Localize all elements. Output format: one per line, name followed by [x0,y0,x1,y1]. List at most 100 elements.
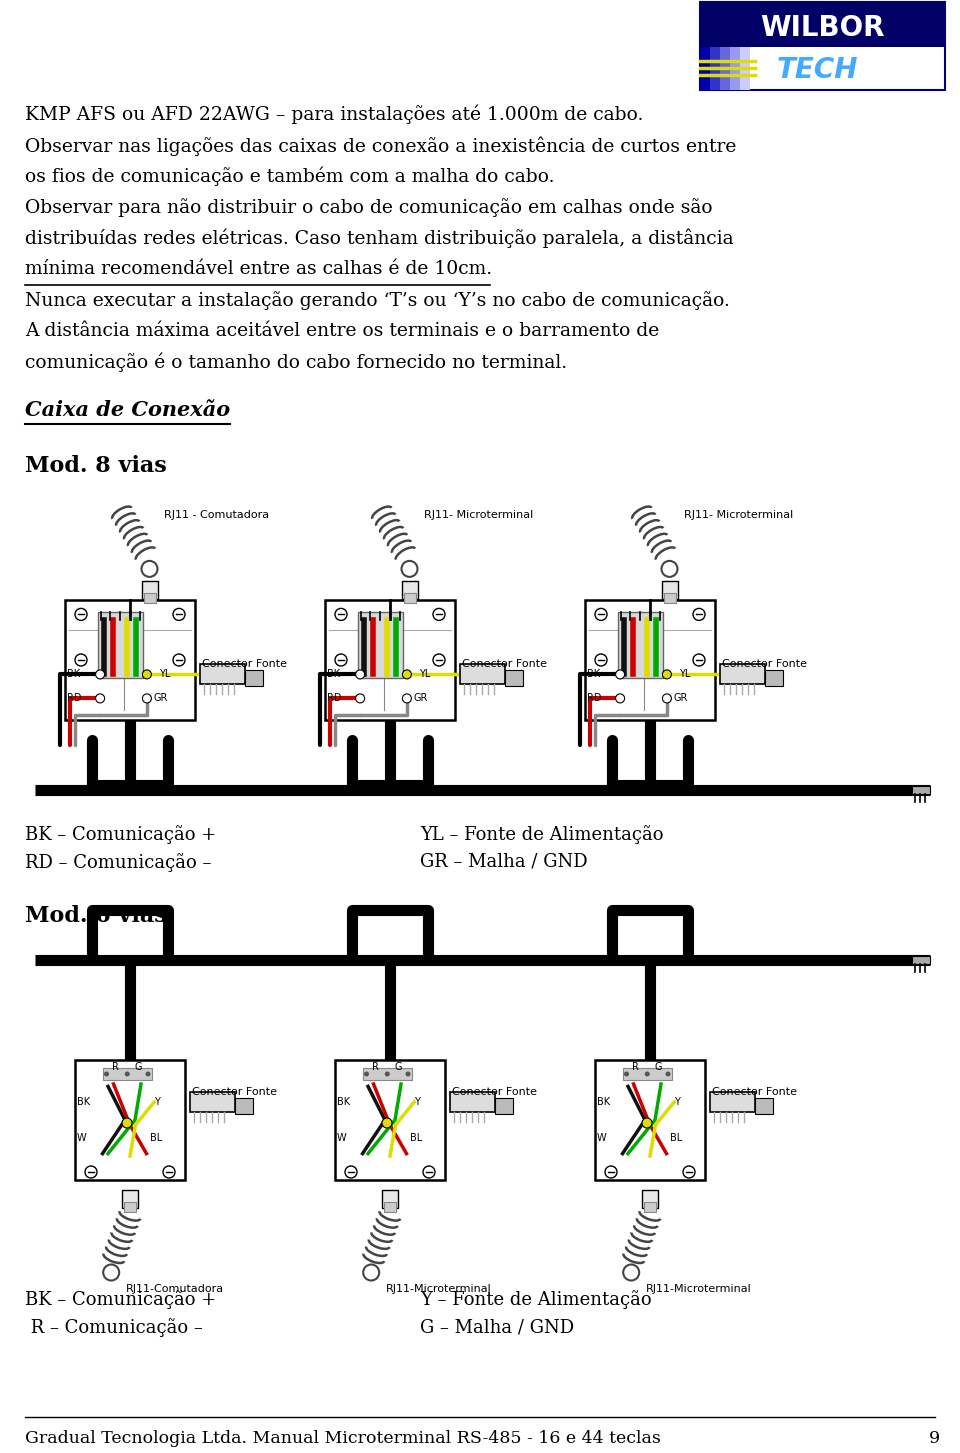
Circle shape [683,1165,695,1178]
Bar [700,46,710,90]
Bar [912,786,930,793]
Circle shape [433,654,445,665]
Bar [730,46,740,90]
Text: YL – Fonte de Alimentação: YL – Fonte de Alimentação [420,825,663,844]
Text: BL: BL [670,1133,682,1144]
Bar [617,612,663,679]
Text: RD – Comunicação –: RD – Comunicação – [25,853,211,872]
Text: G: G [395,1062,402,1072]
Bar [401,581,418,599]
Text: BK – Comunicação +: BK – Comunicação + [25,1290,216,1309]
Circle shape [405,1071,411,1077]
Text: Y: Y [414,1097,420,1107]
Text: W: W [597,1133,607,1144]
Circle shape [96,695,105,703]
Circle shape [615,670,625,679]
Circle shape [163,1165,175,1178]
Bar [700,1,945,46]
Text: BK – Comunicação +: BK – Comunicação + [25,825,216,844]
Text: GR – Malha / GND: GR – Malha / GND [420,853,588,870]
Text: RJ11-Comutadora: RJ11-Comutadora [126,1284,225,1295]
Text: KMP AFS ou AFD 22AWG – para instalações até 1.000m de cabo.: KMP AFS ou AFD 22AWG – para instalações … [25,105,643,125]
Text: Mod. 8 vias: Mod. 8 vias [25,455,167,477]
Bar [505,670,523,686]
Bar [700,1,945,90]
Bar [663,593,676,603]
Bar [622,1068,672,1080]
Bar [65,600,195,721]
Bar [403,593,416,603]
Circle shape [173,654,185,665]
Text: Y – Fonte de Alimentação: Y – Fonte de Alimentação [420,1290,652,1309]
Text: 9: 9 [929,1430,940,1447]
Text: distribuídas redes elétricas. Caso tenham distribuição paralela, a distância: distribuídas redes elétricas. Caso tenha… [25,230,733,248]
Text: BK: BK [587,670,600,680]
Circle shape [125,1071,130,1077]
Text: RJ11-Microterminal: RJ11-Microterminal [646,1284,752,1295]
Bar [740,46,750,90]
Circle shape [605,1165,617,1178]
Text: Conector Fonte: Conector Fonte [452,1087,537,1097]
Circle shape [693,654,705,665]
Text: RJ11- Microterminal: RJ11- Microterminal [684,510,794,520]
Circle shape [615,695,625,703]
Text: R – Comunicação –: R – Comunicação – [25,1318,203,1337]
Circle shape [624,1071,629,1077]
Bar [98,612,143,679]
Text: A distância máxima aceitável entre os terminais e o barramento de: A distância máxima aceitável entre os te… [25,323,660,340]
Circle shape [355,695,365,703]
Circle shape [96,670,105,679]
Circle shape [645,1071,650,1077]
Bar [450,1093,495,1112]
Bar [642,1190,658,1207]
Text: Observar para não distribuir o cabo de comunicação em calhas onde são: Observar para não distribuir o cabo de c… [25,198,712,216]
Circle shape [623,1264,639,1280]
Text: BK: BK [327,670,340,680]
Circle shape [665,1071,670,1077]
Bar [75,1061,185,1180]
Text: BK: BK [597,1097,611,1107]
Text: RD: RD [67,693,82,703]
Circle shape [364,1071,369,1077]
Text: YL: YL [679,670,690,680]
Circle shape [363,1264,379,1280]
Bar [382,1190,398,1207]
Text: YL: YL [419,670,430,680]
Text: R: R [372,1062,379,1072]
Circle shape [75,609,87,620]
Text: G: G [134,1062,142,1072]
Bar [190,1093,235,1112]
Bar [200,664,245,684]
Bar [363,1068,412,1080]
Text: BL: BL [150,1133,162,1144]
Circle shape [103,1264,119,1280]
Bar [710,1093,755,1112]
Text: Y: Y [155,1097,160,1107]
Circle shape [142,695,152,703]
Text: Gradual Tecnologia Ltda. Manual Microterminal RS-485 - 16 e 44 teclas: Gradual Tecnologia Ltda. Manual Microter… [25,1430,660,1447]
Circle shape [402,670,412,679]
Text: Conector Fonte: Conector Fonte [722,660,807,670]
Circle shape [345,1165,357,1178]
Circle shape [423,1165,435,1178]
Text: Conector Fonte: Conector Fonte [192,1087,277,1097]
Circle shape [433,609,445,620]
Circle shape [335,654,347,665]
Circle shape [385,1071,390,1077]
Circle shape [401,561,418,577]
Text: RJ11-Microterminal: RJ11-Microterminal [386,1284,492,1295]
Text: Conector Fonte: Conector Fonte [712,1087,797,1097]
Text: W: W [337,1133,347,1144]
Text: BK: BK [337,1097,350,1107]
Text: R: R [633,1062,639,1072]
Text: BL: BL [410,1133,422,1144]
Bar [245,670,263,686]
Bar [325,600,455,721]
Bar [143,593,156,603]
Bar [912,956,930,963]
Circle shape [173,609,185,620]
Circle shape [355,670,365,679]
Bar [720,46,730,90]
Text: TECH: TECH [777,57,858,84]
Text: G – Malha / GND: G – Malha / GND [420,1318,574,1335]
